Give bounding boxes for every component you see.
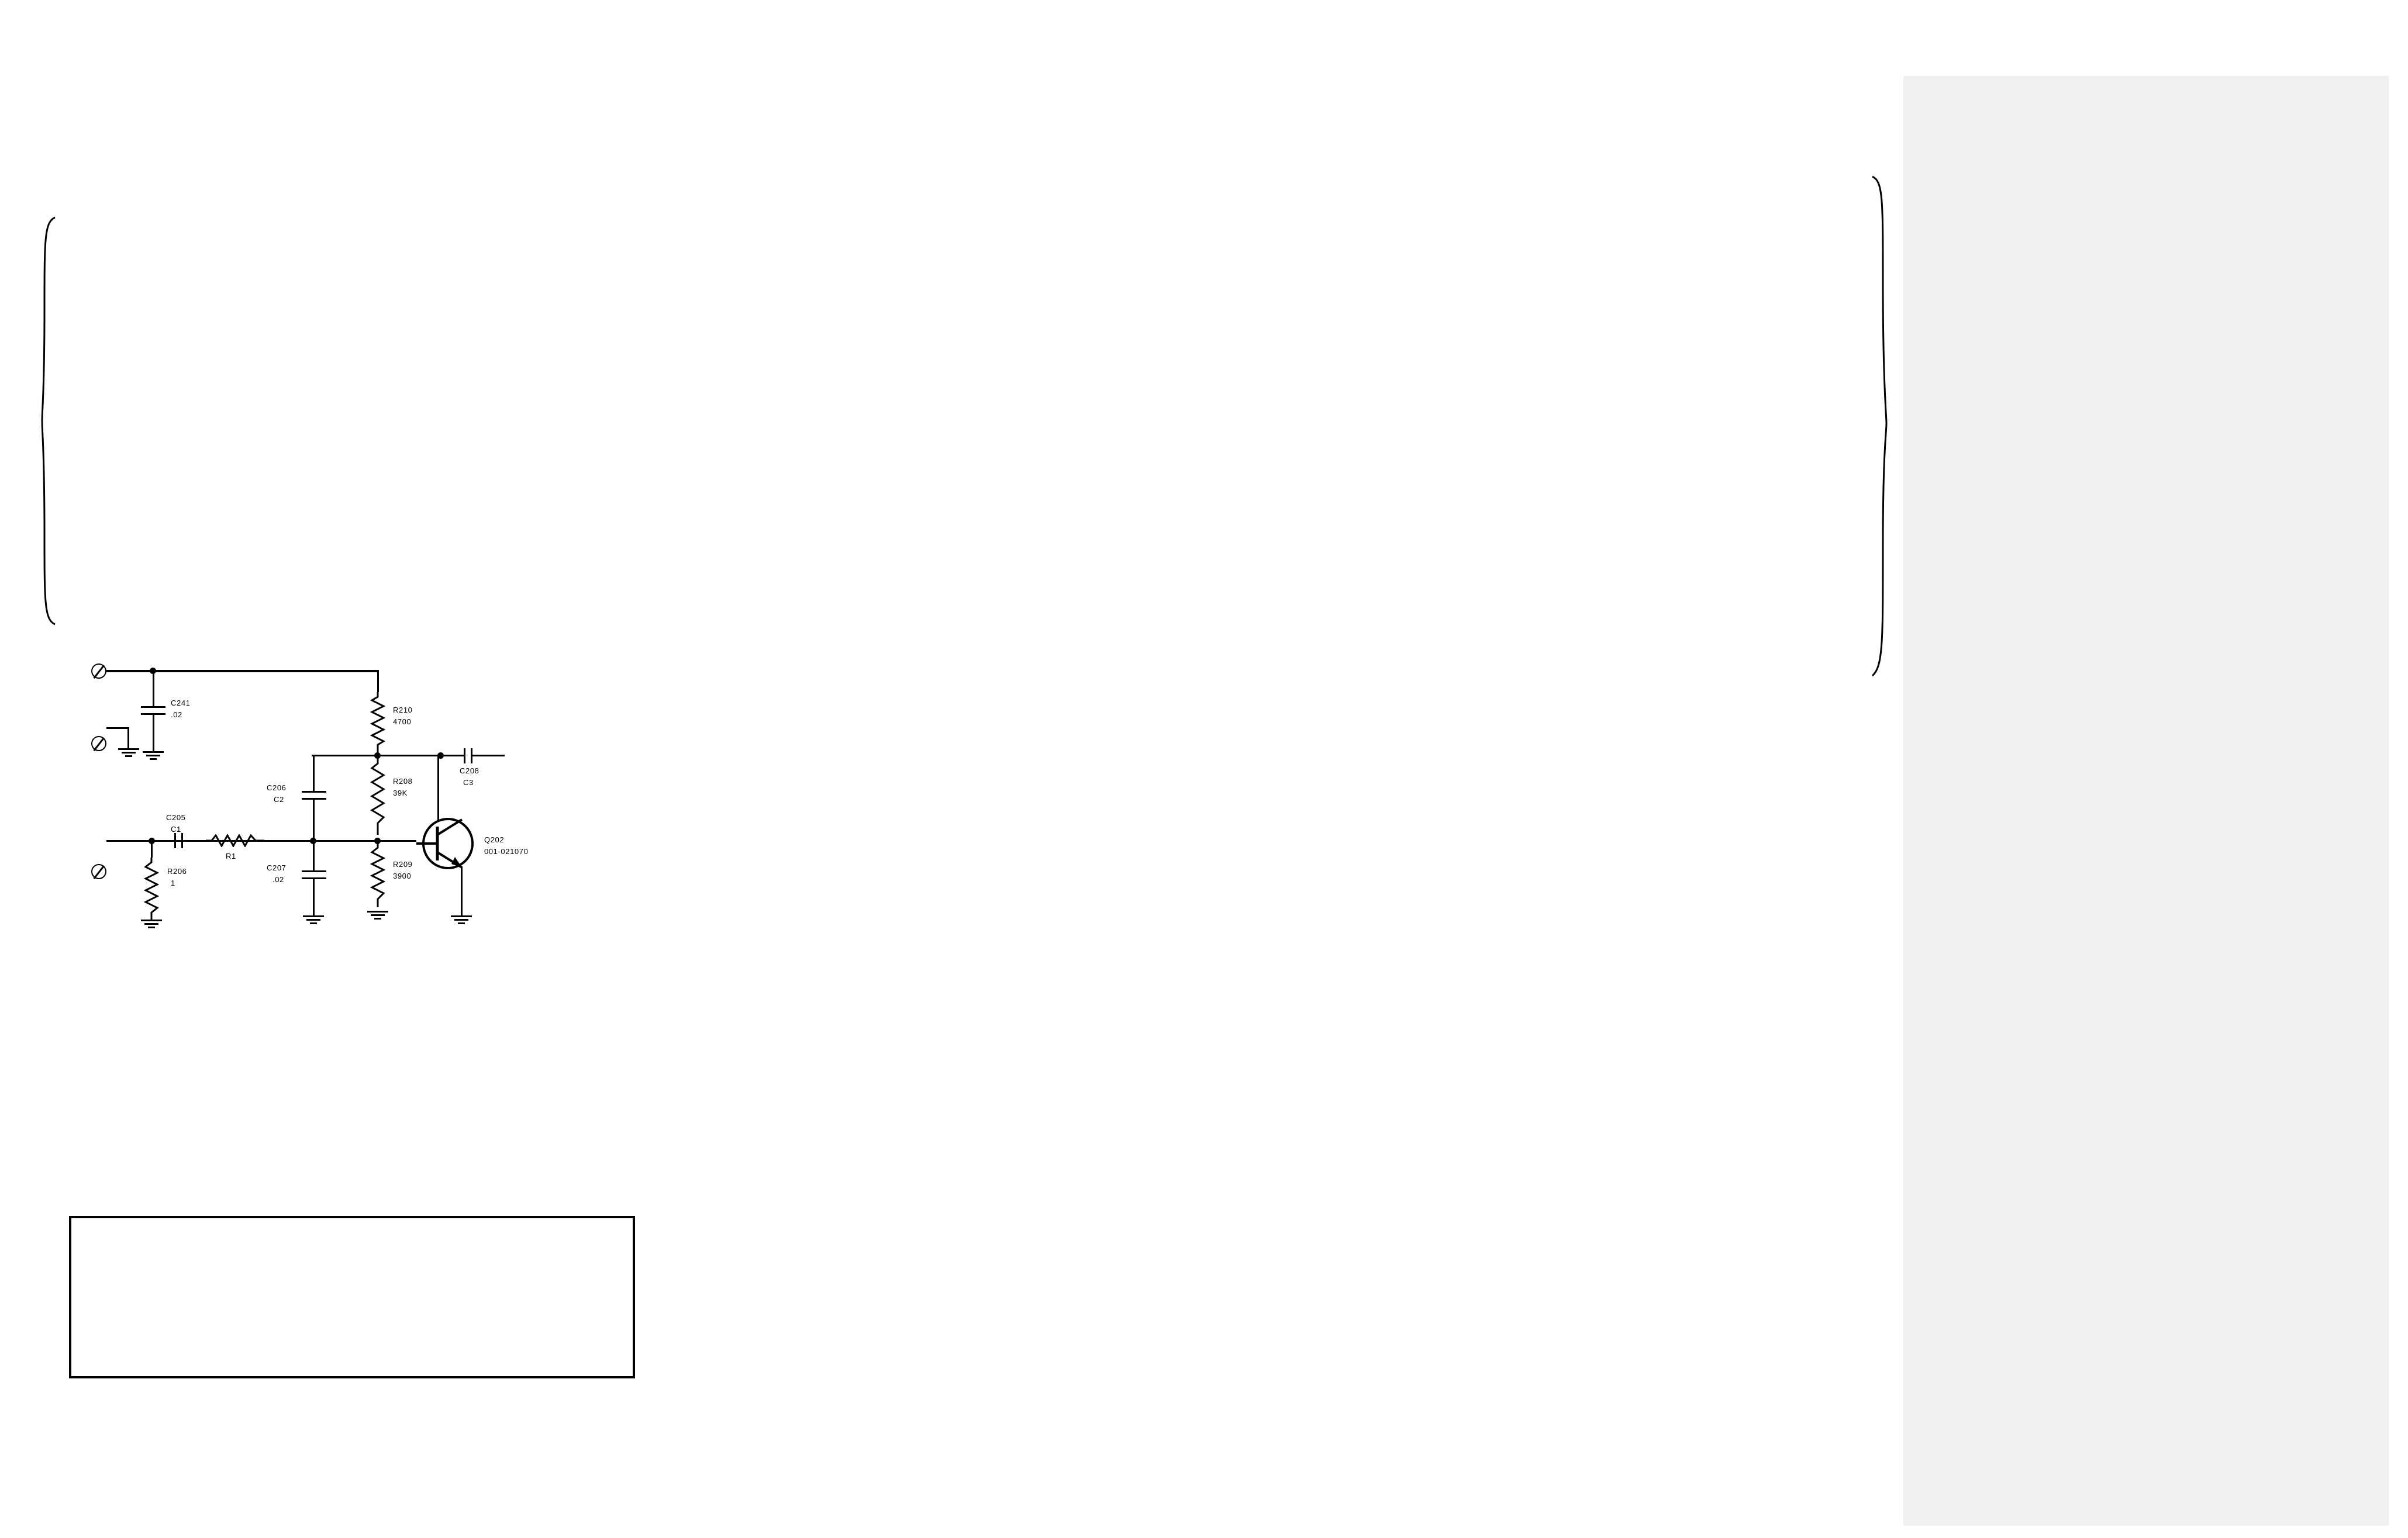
r1-ref: R1	[226, 852, 236, 860]
c205-ref: C205	[166, 813, 186, 822]
wire-supply-to-r210	[377, 670, 379, 692]
collector-rail	[312, 755, 452, 756]
c207-plate-top	[302, 870, 326, 872]
ground-symbol-r209	[367, 911, 388, 920]
c205-plate-left	[174, 833, 176, 848]
c207-lead-gnd	[313, 879, 315, 915]
transistor-q202	[416, 818, 474, 869]
resistor-r1	[206, 834, 264, 847]
c206-plate-bottom	[302, 798, 326, 800]
ground-symbol-pin22	[118, 748, 139, 757]
wire-to-c208	[440, 755, 464, 756]
resistor-r210	[370, 692, 385, 756]
wire-c206-up	[313, 755, 315, 791]
q202-ref: Q202	[484, 835, 505, 844]
c206-plate-top	[302, 791, 326, 793]
node-base-right	[374, 838, 381, 844]
c208-ref: C208	[460, 766, 479, 775]
c206-ref: C206	[267, 783, 287, 792]
c206-lead-down	[313, 800, 315, 841]
r208-ref: R208	[393, 777, 413, 786]
resistor-r209	[370, 843, 385, 907]
r206-value: 1	[171, 879, 175, 887]
q202-part-number: 001-021070	[484, 847, 529, 856]
c208-plate-right	[471, 748, 472, 763]
c205-plate-right	[181, 833, 183, 848]
r210-value: 4700	[393, 717, 412, 726]
input-bracket	[41, 216, 56, 625]
wire-supply-to-c241	[153, 670, 154, 706]
figure-caption-box	[69, 1216, 635, 1378]
ground-symbol-c241	[143, 751, 164, 760]
output-bracket	[1871, 175, 1888, 677]
c207-ref: C207	[267, 863, 287, 872]
r206-ref: R206	[167, 867, 187, 876]
wire-c208-out	[472, 755, 505, 756]
node-collector	[374, 752, 381, 759]
notes-block	[702, 767, 1169, 774]
c205-value: C1	[171, 825, 181, 834]
c241-value: .02	[171, 710, 182, 719]
ground-symbol-c207	[303, 915, 324, 924]
wire-c207-down	[313, 840, 315, 870]
terminal-21	[91, 663, 106, 679]
terminal-22	[91, 736, 106, 751]
c241-plate-bottom	[141, 713, 165, 715]
wire-22-gnd-drop	[127, 727, 129, 748]
wire-22-to-gnd	[106, 727, 129, 729]
c207-value: .02	[272, 875, 284, 884]
ground-symbol-r206	[141, 920, 162, 928]
c241-lead-bottom	[153, 715, 154, 751]
r208-value: 39K	[393, 789, 408, 797]
r209-value: 3900	[393, 872, 412, 880]
wire-q202-emitter	[461, 866, 463, 915]
c206-value: C2	[274, 795, 284, 804]
pcb-layout-artwork	[1903, 76, 2389, 1526]
detail-amplifier-schematic: C241 .02 R210 4700 C208 C3 C206 C2 R208 …	[47, 661, 529, 965]
c208-plate-left	[464, 748, 465, 763]
r210-ref: R210	[393, 706, 413, 714]
wire-r206-down	[151, 840, 153, 858]
terminal-3	[91, 864, 106, 879]
wire-q202-collector	[437, 755, 439, 820]
pin-table-left	[1063, 994, 1394, 1007]
c207-plate-bottom	[302, 877, 326, 879]
c208-value: C3	[463, 778, 474, 787]
supply-rail	[106, 670, 379, 672]
c241-plate-top	[141, 706, 165, 708]
pin-table-right	[1506, 994, 1813, 1007]
ground-symbol-q202	[451, 915, 472, 924]
r209-ref: R209	[393, 860, 413, 869]
resistor-r208	[370, 758, 385, 835]
resistor-r206	[144, 858, 159, 920]
c241-ref: C241	[171, 699, 191, 707]
